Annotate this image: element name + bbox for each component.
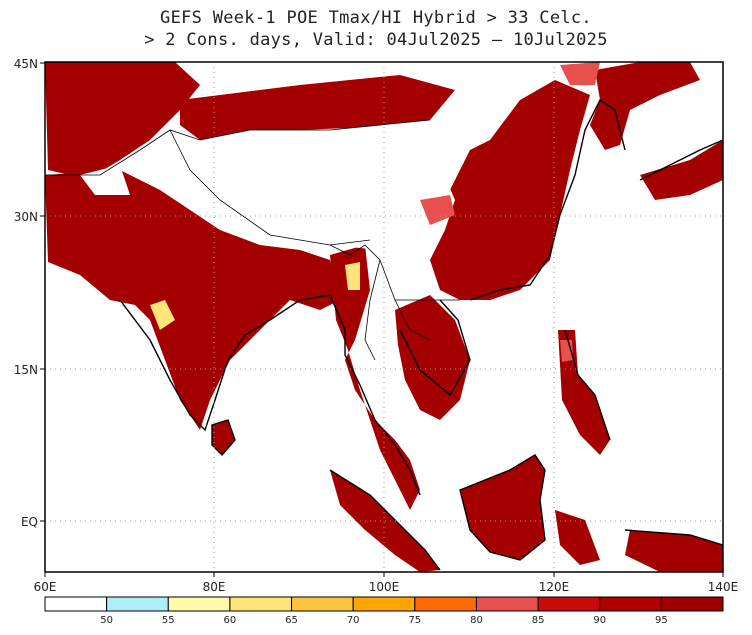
coastlines (119, 98, 724, 571)
lat-label-30n: 30N (14, 210, 38, 224)
lon-label-100e: 100E (369, 580, 400, 594)
map-title-line2: > 2 Cons. days, Valid: 04Jul2025 – 10Jul… (144, 30, 608, 50)
colorbar-swatch (660, 596, 724, 612)
low-probability-areas (80, 125, 470, 250)
colorbar-swatch (475, 596, 539, 612)
colorbar-swatch (167, 596, 231, 612)
lon-label-120e: 120E (539, 580, 570, 594)
lat-label-15n: 15N (14, 363, 38, 377)
colorbar-label: 90 (593, 615, 606, 626)
colorbar-swatch (414, 596, 477, 612)
colorbar-label: 70 (347, 615, 360, 626)
low-probability-patches (150, 262, 360, 330)
colorbar-swatch (106, 596, 169, 612)
colorbar-label: 85 (532, 615, 545, 626)
colorbar-label: 75 (408, 615, 421, 626)
colorbar-swatch (537, 596, 601, 612)
lon-label-80e: 80E (203, 580, 226, 594)
country-borders (45, 119, 460, 361)
grid-lines (45, 62, 723, 572)
lat-ticks (40, 62, 724, 577)
colorbar-swatch (291, 596, 354, 612)
colorbar-label: 50 (100, 615, 113, 626)
colorbar-label: 55 (162, 615, 175, 626)
colorbar-label: 80 (470, 615, 483, 626)
colorbar-label: 65 (285, 615, 298, 626)
lat-label-eq: EQ (21, 515, 38, 529)
lat-label-45n: 45N (14, 57, 38, 71)
colorbar: 50 55 60 65 70 75 80 85 90 95 (44, 596, 724, 626)
lon-label-140e: 140E (708, 580, 739, 594)
colorbar-swatch (229, 596, 293, 612)
probability-field (45, 62, 723, 572)
colorbar-label: 95 (655, 615, 668, 626)
map-title-line1: GEFS Week-1 POE Tmax/HI Hybrid > 33 Celc… (160, 8, 592, 28)
colorbar-swatch (599, 596, 662, 612)
lon-label-60e: 60E (34, 580, 57, 594)
colorbar-swatch (44, 596, 108, 612)
colorbar-swatch (352, 596, 416, 612)
colorbar-label: 60 (224, 615, 237, 626)
mid-probability-patches (420, 62, 600, 362)
